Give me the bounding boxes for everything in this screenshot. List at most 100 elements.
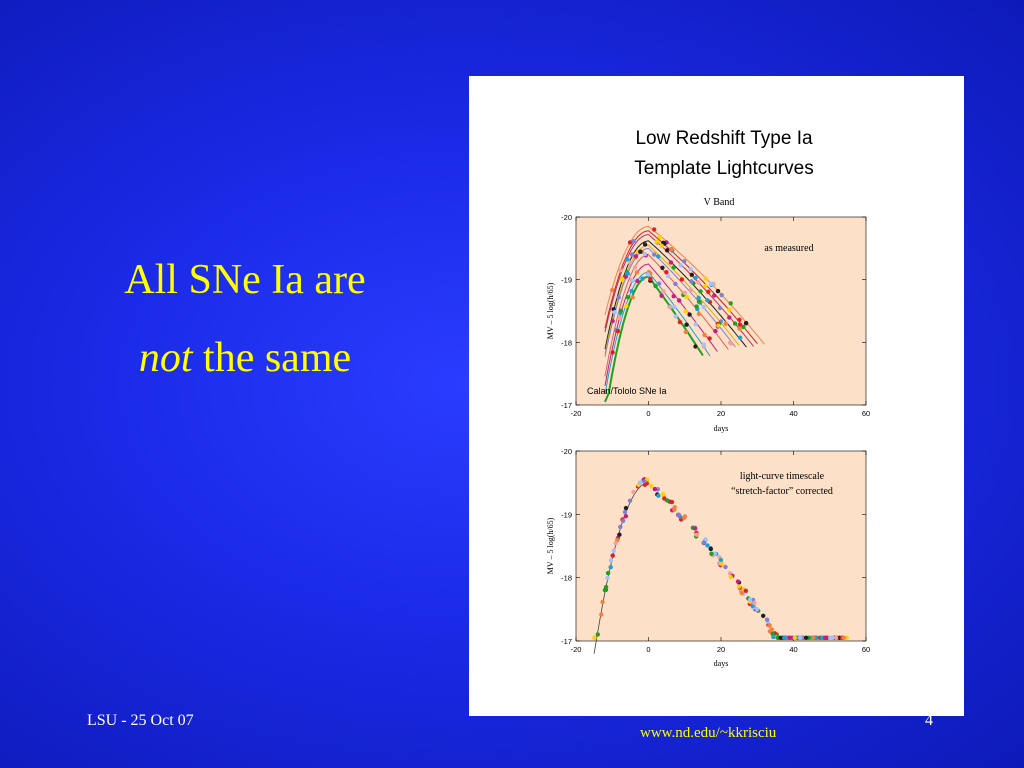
- data-point: [739, 590, 744, 596]
- data-point: [703, 276, 708, 281]
- data-point: [715, 288, 721, 294]
- data-point: [652, 252, 657, 257]
- data-point: [676, 512, 681, 517]
- data-point: [635, 278, 640, 284]
- data-point: [672, 505, 677, 510]
- data-point: [696, 299, 702, 304]
- data-point: [694, 532, 699, 537]
- footer-url-link[interactable]: www.nd.edu/~kkrisciu: [640, 725, 777, 741]
- data-point: [623, 505, 629, 511]
- figure-title-line1: Low Redshift Type Ia: [635, 128, 813, 149]
- data-point: [684, 322, 689, 327]
- data-point: [693, 322, 698, 327]
- data-point: [625, 257, 630, 262]
- top-ylabel: MV – 5 log(h/65): [546, 282, 555, 339]
- data-point: [678, 263, 683, 268]
- figure-title-line2: Template Lightcurves: [634, 158, 814, 179]
- data-point: [638, 249, 643, 254]
- data-point: [605, 575, 610, 581]
- data-point: [683, 308, 688, 314]
- data-point: [672, 304, 677, 310]
- data-point: [769, 627, 774, 632]
- data-point: [617, 532, 622, 537]
- data-point: [610, 287, 615, 293]
- data-point: [660, 265, 665, 270]
- data-point: [819, 635, 825, 640]
- data-point: [737, 317, 742, 322]
- x-tick-label: -20: [571, 409, 582, 418]
- data-point: [747, 597, 753, 602]
- data-point: [767, 623, 772, 628]
- y-tick-label: -18: [561, 574, 572, 583]
- data-point: [792, 635, 797, 640]
- data-point: [603, 584, 609, 590]
- data-point: [667, 305, 673, 310]
- data-point: [629, 252, 635, 257]
- headline-line2: not the same: [60, 333, 430, 383]
- data-point: [642, 479, 647, 484]
- data-point: [682, 259, 687, 264]
- data-point: [664, 498, 670, 503]
- data-point: [610, 553, 615, 558]
- data-point: [737, 326, 742, 331]
- data-point: [668, 260, 674, 265]
- data-point: [696, 295, 701, 300]
- data-point: [828, 635, 833, 640]
- y-tick-label: -20: [561, 447, 572, 456]
- top-panel: -20 0 20 40 60 -20 -19 -18 -17 as measured Calan…: [546, 213, 870, 433]
- x-tick-label: 40: [789, 409, 797, 418]
- data-point: [611, 548, 616, 553]
- figure-svg: Low Redshift Type Ia Template Lightcurve…: [546, 128, 870, 668]
- data-point: [595, 632, 600, 637]
- data-point: [630, 295, 635, 300]
- top-xlabel: days: [714, 424, 729, 433]
- data-point: [642, 242, 648, 247]
- data-point: [659, 293, 664, 298]
- data-point: [673, 281, 678, 287]
- data-point: [652, 486, 657, 492]
- data-point: [634, 270, 640, 275]
- data-point: [621, 518, 626, 523]
- data-point: [728, 301, 733, 306]
- bottom-xlabel: days: [714, 659, 729, 668]
- data-point: [727, 307, 732, 312]
- template-curve: [604, 263, 718, 386]
- template-curve: [604, 225, 765, 345]
- data-point: [657, 234, 663, 240]
- data-point: [689, 279, 694, 284]
- x-tick-label: 60: [862, 409, 870, 418]
- data-point: [608, 558, 614, 563]
- bottom-panel-points: [592, 477, 849, 640]
- data-point: [600, 599, 605, 605]
- data-point: [735, 579, 741, 584]
- data-point: [659, 243, 664, 249]
- data-point: [755, 607, 760, 612]
- data-point: [741, 324, 746, 330]
- data-point: [787, 635, 792, 640]
- data-point: [656, 254, 661, 259]
- top-panel-ticks: -20 0 20 40 60 -20 -19 -18 -17: [561, 213, 870, 418]
- data-point: [705, 543, 710, 548]
- data-point: [618, 524, 623, 530]
- bottom-annotation-line2: “stretch-factor” corrected: [731, 486, 833, 497]
- slide-number: 4: [925, 712, 933, 729]
- y-tick-label: -19: [561, 276, 572, 285]
- data-point: [723, 321, 728, 326]
- data-point: [649, 483, 654, 489]
- data-point: [632, 265, 638, 270]
- data-point: [709, 281, 714, 286]
- top-annotation: as measured: [764, 243, 813, 254]
- data-point: [671, 294, 676, 299]
- data-point: [693, 344, 698, 349]
- data-point: [693, 275, 698, 281]
- data-point: [664, 270, 669, 275]
- data-point: [654, 239, 660, 244]
- data-point: [696, 280, 701, 285]
- bottom-ylabel: MV – 5 log(h/65): [546, 517, 555, 574]
- data-point: [625, 271, 631, 276]
- data-point: [648, 276, 653, 282]
- data-point: [810, 635, 816, 640]
- data-point: [771, 634, 776, 640]
- bottom-annotation-line1: light-curve timescale: [740, 471, 825, 482]
- headline-line1: All SNe Ia are: [124, 257, 366, 303]
